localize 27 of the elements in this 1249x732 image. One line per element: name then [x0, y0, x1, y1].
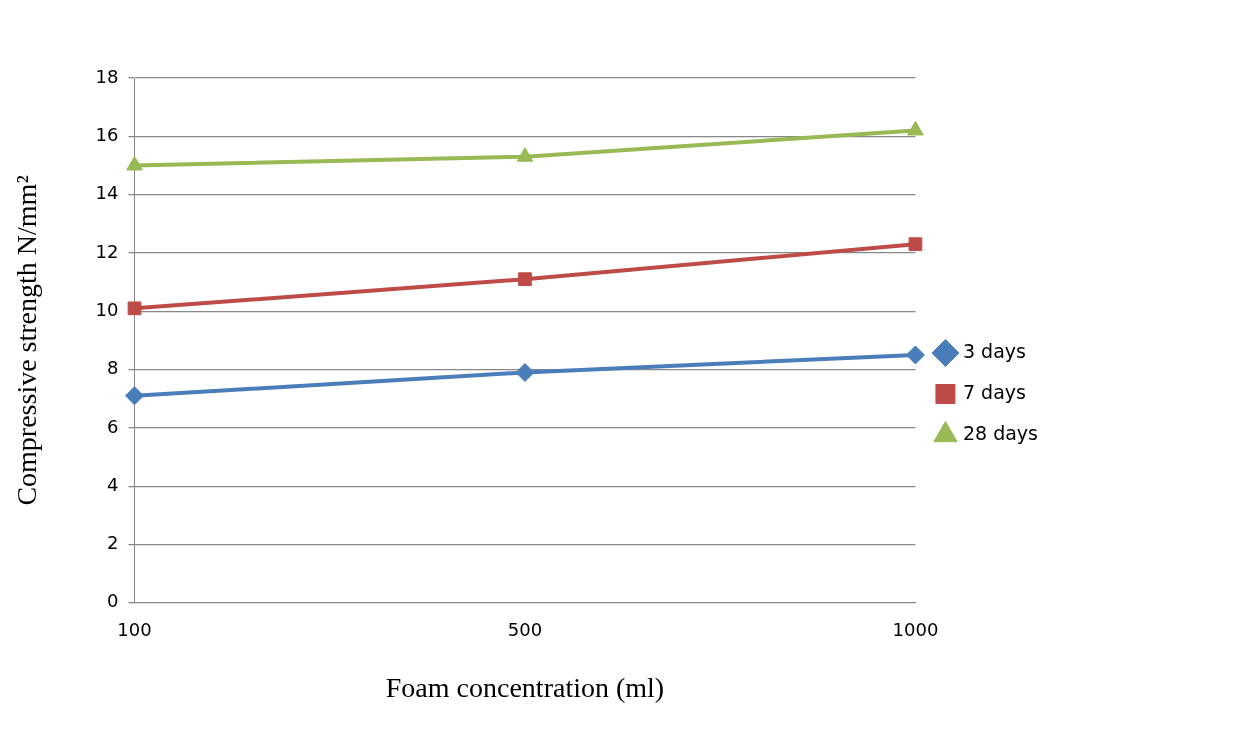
point: [125, 386, 144, 406]
y-tick-label: 12: [95, 240, 119, 262]
point: [127, 301, 142, 316]
legend-label: 7 days: [962, 380, 1026, 403]
y-tick-label: 10: [95, 298, 119, 320]
point: [518, 272, 532, 287]
legend-label: 3 days: [962, 339, 1026, 362]
x-tick-label: 500: [507, 619, 543, 641]
point: [908, 237, 923, 252]
point: [516, 147, 534, 162]
x-tick-label: 1000: [892, 619, 939, 641]
x-tick-label: 100: [117, 619, 152, 641]
point: [907, 120, 924, 136]
point: [515, 362, 535, 382]
y-tick-label: 0: [107, 590, 119, 612]
y-tick-label: 4: [107, 473, 119, 495]
legend-label: 28 days: [962, 421, 1039, 444]
y-tick-label: 18: [95, 65, 119, 87]
point: [905, 345, 925, 365]
y-tick-label: 2: [107, 532, 119, 554]
y-axis-title: Compressive strength N/mm²: [11, 175, 43, 506]
x-axis-title: Foam concentration (ml): [385, 671, 665, 703]
point: [126, 155, 143, 171]
y-tick-label: 6: [107, 415, 119, 437]
y-tick-label: 8: [107, 357, 119, 379]
y-tick-label: 14: [95, 182, 119, 204]
y-tick-label: 16: [95, 123, 119, 145]
